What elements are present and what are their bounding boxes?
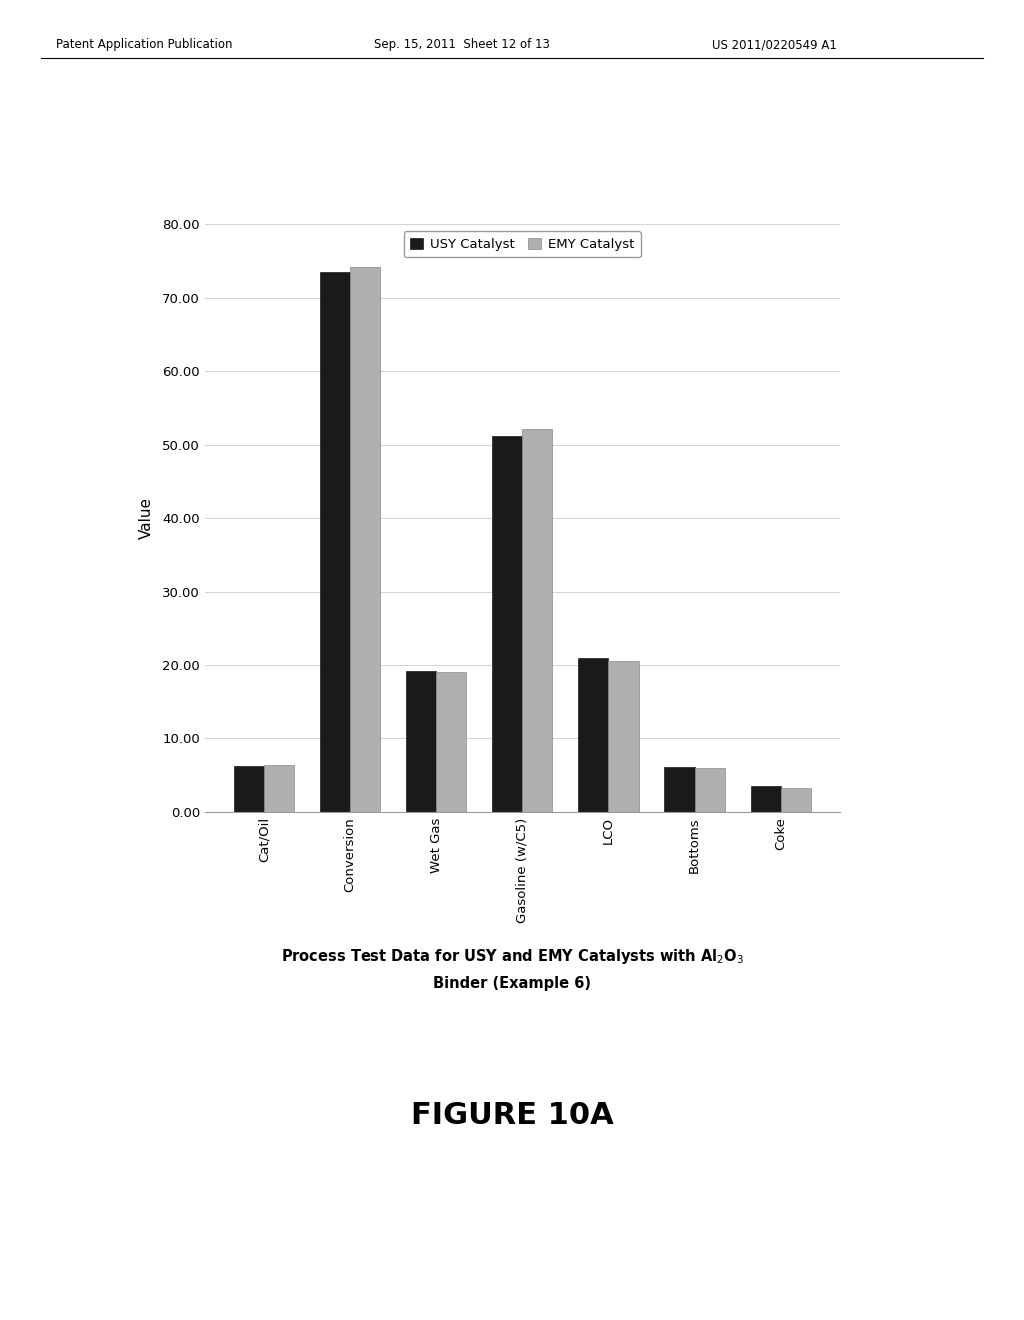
Bar [694, 768, 725, 812]
Text: Binder (Example 6): Binder (Example 6) [433, 975, 591, 991]
Bar [522, 429, 552, 812]
Bar [436, 672, 466, 812]
Bar [751, 787, 780, 812]
Bar [665, 767, 694, 812]
Y-axis label: Value: Value [139, 498, 154, 539]
Bar [233, 767, 264, 812]
Bar [406, 671, 436, 812]
Text: Sep. 15, 2011  Sheet 12 of 13: Sep. 15, 2011 Sheet 12 of 13 [374, 38, 550, 51]
Bar [608, 661, 639, 812]
Bar [780, 788, 811, 812]
Text: FIGURE 10A: FIGURE 10A [411, 1101, 613, 1130]
Text: US 2011/0220549 A1: US 2011/0220549 A1 [712, 38, 837, 51]
Bar [579, 657, 608, 812]
Text: Patent Application Publication: Patent Application Publication [56, 38, 232, 51]
Bar [264, 764, 294, 812]
Legend: USY Catalyst, EMY Catalyst: USY Catalyst, EMY Catalyst [403, 231, 641, 257]
Bar [319, 272, 350, 812]
Bar [350, 267, 380, 812]
Bar [493, 436, 522, 812]
Text: Process Test Data for USY and EMY Catalysts with Al$_2$O$_3$: Process Test Data for USY and EMY Cataly… [281, 948, 743, 966]
